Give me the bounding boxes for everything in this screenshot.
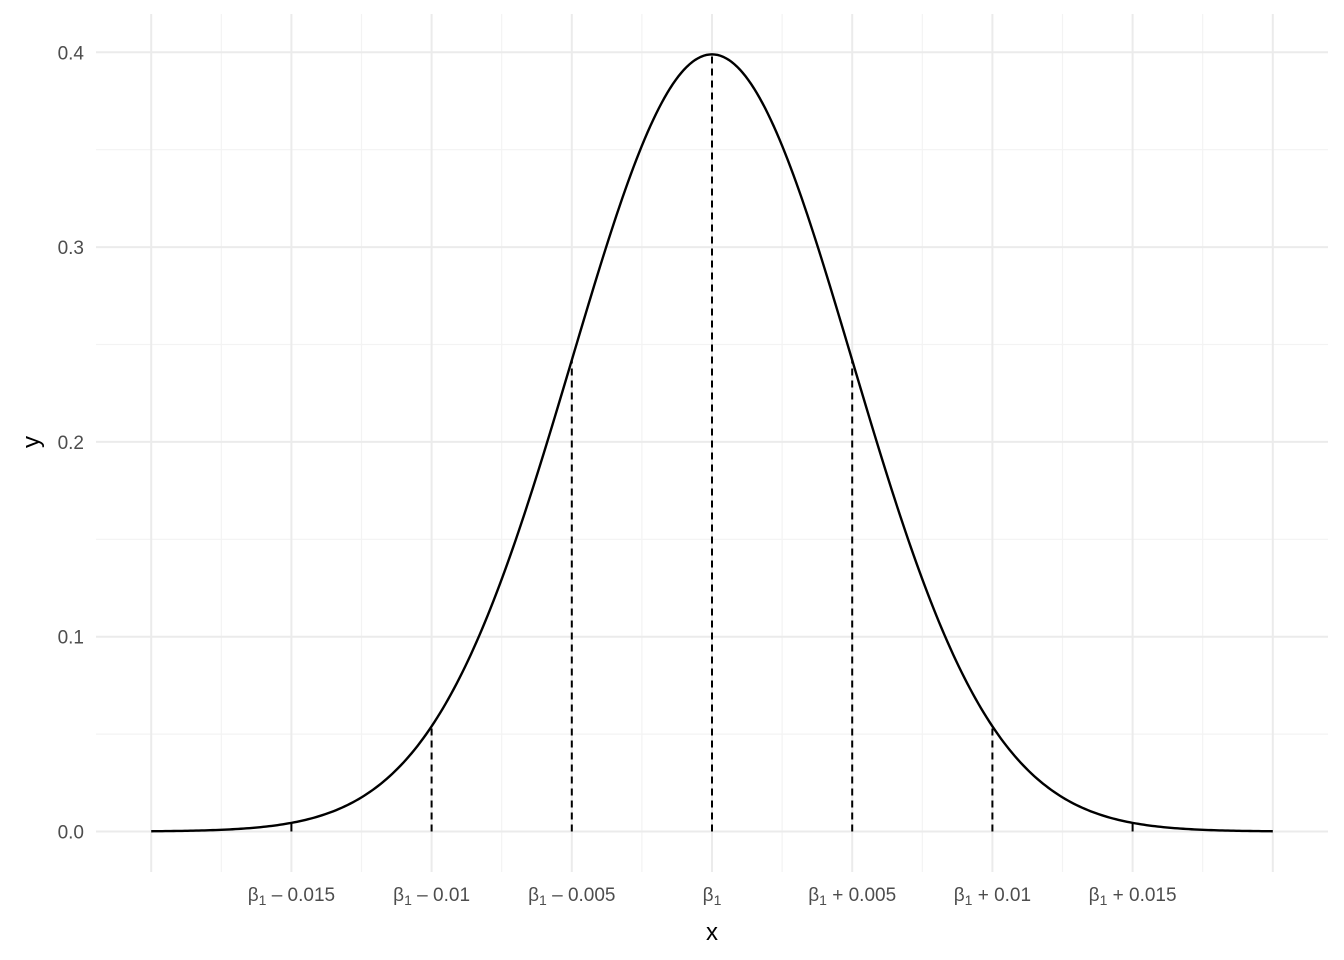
x-tick-label: β1 – 0.015 [248, 885, 335, 908]
x-tick-label: β1 + 0.005 [808, 885, 896, 908]
x-tick-label: β1 – 0.005 [528, 885, 615, 908]
y-tick-label: 0.0 [58, 823, 84, 844]
x-tick-labels: β1 – 0.015 β1 – 0.01 β1 – 0.005 β1 β1 + 0.00… [248, 885, 1177, 908]
y-tick-label: 0.2 [58, 433, 84, 454]
x-tick-label: β1 + 0.015 [1089, 885, 1177, 908]
density-curve [151, 53, 1273, 833]
y-axis-title: y [18, 436, 45, 448]
x-axis-title: x [706, 919, 718, 946]
x-tick-label: β1 – 0.01 [393, 885, 470, 908]
y-tick-label: 0.3 [58, 238, 84, 259]
x-tick-label: β1 [703, 885, 722, 908]
y-tick-labels: 0.0 0.1 0.2 0.3 0.4 [58, 43, 85, 843]
x-tick-label: β1 + 0.01 [954, 885, 1031, 908]
plot-marks [151, 53, 1273, 833]
y-tick-label: 0.4 [58, 43, 85, 64]
y-tick-label: 0.1 [58, 628, 84, 649]
